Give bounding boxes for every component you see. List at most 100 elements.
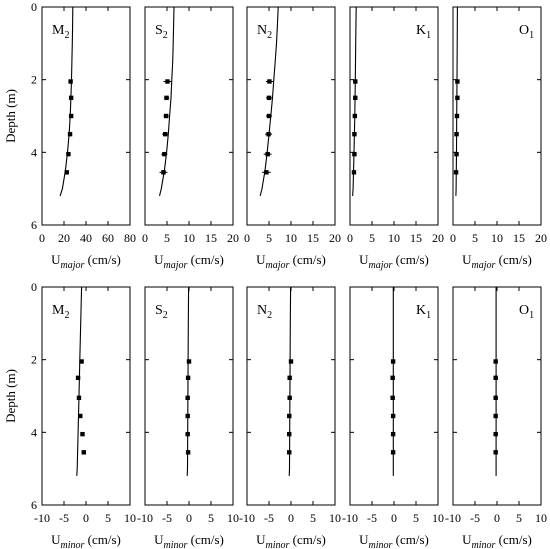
- constituent-subscript: 2: [163, 30, 168, 41]
- x-tick-label: 10: [535, 511, 547, 525]
- obs-point: [186, 359, 192, 364]
- obs-point: [493, 413, 498, 419]
- x-tick-label: 5: [413, 511, 419, 525]
- x-axis-label-unit: (cm/s): [84, 252, 120, 267]
- y-tick-label: 4: [31, 425, 37, 439]
- x-tick-label: 60: [102, 231, 114, 245]
- panel-major-s2: 0 5 10 15 20 S2 Umajor (cm/s): [142, 6, 239, 271]
- obs-point: [453, 170, 459, 175]
- obs-point: [493, 450, 498, 455]
- obs-point: [185, 413, 190, 419]
- obs-point: [161, 170, 166, 175]
- x-axis-label-main: U: [51, 252, 61, 267]
- x-tick-label: 10: [124, 511, 136, 525]
- x-axis-label-main: U: [154, 532, 164, 547]
- y-tick-label: 6: [31, 218, 37, 232]
- x-axis-label-unit: (cm/s): [187, 532, 223, 547]
- constituent-name: K: [416, 23, 426, 38]
- obs-point: [76, 395, 82, 401]
- obs-point: [288, 359, 294, 364]
- x-axis-label-sub: major: [164, 260, 188, 271]
- constituent-label: O1: [519, 23, 534, 41]
- x-axis-label-main: U: [462, 532, 472, 547]
- constituent-subscript: 2: [163, 310, 168, 321]
- obs-point: [390, 375, 395, 381]
- panel-major-n2: 0 5 10 15 20 N2 Umajor (cm/s): [244, 6, 341, 271]
- x-axis-label-sub: major: [369, 260, 393, 271]
- obs-point: [75, 375, 81, 381]
- constituent-name: K: [416, 303, 426, 318]
- constituent-name: N: [257, 23, 267, 38]
- obs-point: [493, 431, 498, 437]
- x-tick-label: 5: [208, 511, 214, 525]
- x-axis-label: Umajor (cm/s): [154, 252, 224, 271]
- x-axis-label-sub: minor: [472, 540, 496, 549]
- obs-point: [165, 79, 170, 84]
- obs-point: [352, 131, 357, 137]
- x-tick-label: 5: [266, 231, 272, 245]
- x-tick-label: 5: [310, 511, 316, 525]
- model-profile-line: [186, 286, 190, 476]
- x-axis-label: Umajor (cm/s): [51, 252, 121, 271]
- obs-point: [64, 170, 69, 175]
- constituent-subscript: 2: [267, 30, 272, 41]
- constituent-label: M2: [52, 23, 69, 41]
- obs-point: [493, 375, 498, 381]
- x-tick-label: 0: [450, 231, 456, 245]
- y-tick-label: 6: [31, 498, 37, 512]
- x-axis-label-sub: major: [472, 260, 496, 271]
- x-tick-label: 5: [105, 511, 111, 525]
- x-tick-label: -10: [445, 511, 461, 525]
- x-tick-label: 5: [369, 231, 375, 245]
- x-tick-label: 20: [227, 231, 239, 245]
- panel-frame: [144, 6, 234, 226]
- obs-point: [390, 450, 396, 455]
- x-tick-label: 0: [244, 231, 250, 245]
- model-profile-line: [455, 6, 458, 196]
- constituent-label: O1: [519, 303, 534, 321]
- obs-point: [80, 431, 85, 437]
- x-tick-label: 10: [491, 231, 503, 245]
- obs-point: [454, 131, 459, 137]
- obs-point: [454, 113, 460, 119]
- obs-point: [68, 113, 74, 119]
- constituent-subscript: 2: [267, 310, 272, 321]
- obs-point: [390, 395, 395, 401]
- constituent-subscript: 2: [64, 30, 69, 41]
- x-tick-label: -5: [59, 511, 69, 525]
- x-axis-label-main: U: [256, 532, 266, 547]
- obs-point: [352, 151, 357, 157]
- x-tick-label: 0: [391, 511, 397, 525]
- x-tick-label: 20: [329, 231, 341, 245]
- x-tick-label: 20: [432, 231, 444, 245]
- panel-major-k1: 0 5 10 15 20 K1 Umajor (cm/s): [347, 6, 444, 271]
- x-tick-label: 20: [58, 231, 70, 245]
- constituent-label: S2: [155, 303, 168, 321]
- obs-point: [454, 151, 459, 157]
- y-axis-label: Depth (m): [3, 369, 18, 423]
- obs-point: [287, 375, 292, 381]
- y-tick-label: 2: [31, 353, 37, 367]
- constituent-label: K1: [416, 303, 431, 321]
- x-tick-label: 10: [388, 231, 400, 245]
- x-tick-label: 0: [83, 511, 89, 525]
- x-tick-label: 0: [186, 511, 192, 525]
- y-tick-label: 0: [31, 280, 37, 294]
- model-profile-line: [76, 286, 83, 476]
- obs-point: [185, 431, 190, 437]
- x-axis-label-main: U: [462, 252, 472, 267]
- x-axis-label: Uminor (cm/s): [51, 532, 121, 549]
- x-axis-label-main: U: [359, 532, 369, 547]
- x-axis-label-sub: minor: [369, 540, 393, 549]
- x-tick-label: -5: [470, 511, 480, 525]
- x-tick-label: 40: [80, 231, 92, 245]
- x-tick-label: 15: [205, 231, 217, 245]
- x-tick-label: 15: [410, 231, 422, 245]
- x-axis-label-main: U: [154, 252, 164, 267]
- x-tick-label: -10: [34, 511, 50, 525]
- x-tick-label: 10: [329, 511, 341, 525]
- obs-point: [287, 450, 292, 455]
- obs-point: [68, 95, 74, 101]
